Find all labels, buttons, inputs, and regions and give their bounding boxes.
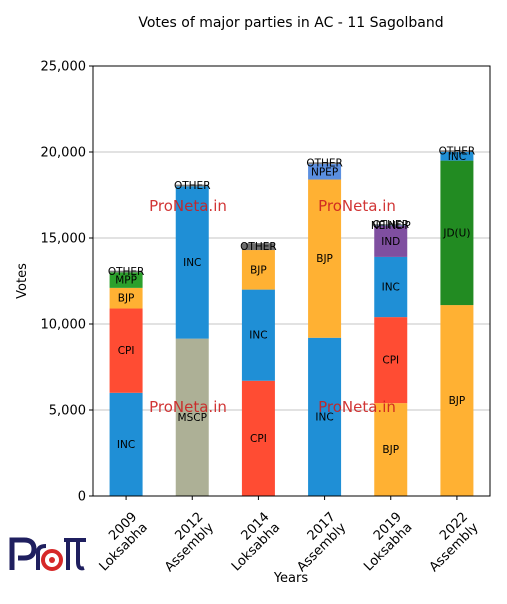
bar-segment-label: BJP <box>316 253 333 265</box>
bar-segment-label: INC <box>117 439 135 451</box>
watermarks: ProNeta.in ProNeta.in ProNeta.in ProNeta.in <box>149 197 396 416</box>
bar-segment <box>374 224 408 226</box>
bar-segment <box>440 305 474 496</box>
bar-segment-label: CPI <box>250 433 267 445</box>
bar-segment <box>440 152 474 161</box>
x-axis-label: Years <box>273 571 309 586</box>
bar-segment-label: INC <box>183 257 201 269</box>
y-tick-label: 25,000 <box>41 60 87 75</box>
bar-segment <box>308 162 342 165</box>
bar-segment <box>374 403 408 496</box>
x-tick-label: 2017Assembly <box>284 509 350 575</box>
x-tick-label: 2009Loksabha <box>86 510 151 575</box>
y-tick-label: 15,000 <box>41 232 87 247</box>
bar-segment-label: INC <box>315 411 333 423</box>
bar-segment-label: BJP <box>250 264 267 276</box>
x-tick-label: 2019Loksabha <box>351 510 416 575</box>
bar-segment-label: CPI <box>382 355 399 367</box>
x-tick-label: 2022Assembly <box>416 509 482 575</box>
bar-segment-label: CPI <box>118 345 135 357</box>
bars: INCCPIBJPMPPOTHERMSCPINCOTHERCPIINCBJPOT… <box>108 146 475 496</box>
bar-segment <box>308 179 342 338</box>
bar-segment <box>241 243 275 251</box>
y-tick-label: 10,000 <box>41 318 87 333</box>
bar-segment-label: BJP <box>449 395 466 407</box>
bar-segment <box>374 225 408 226</box>
bar-segment-label: OTHER <box>439 146 476 158</box>
bar-segment <box>374 225 408 257</box>
bar-segment-label: BJP <box>118 293 135 305</box>
bar-segment <box>175 186 209 339</box>
bar-segment <box>374 317 408 404</box>
y-axis-label: Votes <box>15 263 30 299</box>
x-tick-label: 2014Loksabha <box>218 510 283 575</box>
y-tick-label: 0 <box>78 490 86 505</box>
watermark-text: ProNeta.in <box>149 197 227 215</box>
bar-segment <box>109 270 143 273</box>
bar-segment-label: MPP <box>115 275 137 287</box>
bar-segment-label: OTHER <box>372 219 409 231</box>
bar-segment-label: NEINDP <box>371 220 411 232</box>
bar-segment <box>308 337 342 496</box>
x-tick-label: 2012Assembly <box>152 509 218 575</box>
watermark-text: ProNeta.in <box>149 398 227 416</box>
bar-segment <box>109 272 143 288</box>
bar-segment-label: INC <box>382 282 400 294</box>
bar-segment <box>374 256 408 318</box>
bar-segment-label: JD(U) <box>442 227 470 239</box>
bar-segment-label: OTHER <box>108 266 145 278</box>
bar-segment <box>440 160 474 306</box>
bar-segment-label: OTHER <box>174 180 211 192</box>
grid-lines <box>93 151 490 411</box>
bar-segment <box>109 308 143 393</box>
bar-segment-label: INC <box>249 330 267 342</box>
bar-stack: MSCP INC OTHER <box>174 180 211 496</box>
y-tick-label: 20,000 <box>41 146 87 161</box>
bar-stack: CPI INC BJP OTHER <box>240 241 277 496</box>
watermark-text: ProNeta.in <box>318 197 396 215</box>
bar-segment-label: INC <box>448 151 466 163</box>
plot-frame <box>92 65 491 497</box>
bar-segment <box>440 150 474 152</box>
watermark-text: ProNeta.in <box>318 398 396 416</box>
bar-segment <box>175 338 209 496</box>
bar-segment-label: OTHER <box>240 241 277 253</box>
bar-segment <box>241 380 275 496</box>
bar-segment-label: OTHER <box>306 158 343 170</box>
bar-segment-label: MSCP <box>178 412 207 424</box>
bar-segment <box>241 289 275 381</box>
bar-segment <box>109 287 143 309</box>
proneta-logo <box>9 537 86 571</box>
bar-segment <box>109 392 143 496</box>
bar-segment-label: IND <box>381 236 400 248</box>
bar-segment <box>308 164 342 180</box>
bar-segment <box>175 184 209 187</box>
bar-segment <box>241 250 275 290</box>
bar-segment-label: BJP <box>382 444 399 456</box>
chart-title: Votes of major parties in AC - 11 Sagolb… <box>138 15 443 31</box>
y-tick-label: 5,000 <box>49 404 86 419</box>
bar-segment-label: NPEP <box>311 166 338 178</box>
